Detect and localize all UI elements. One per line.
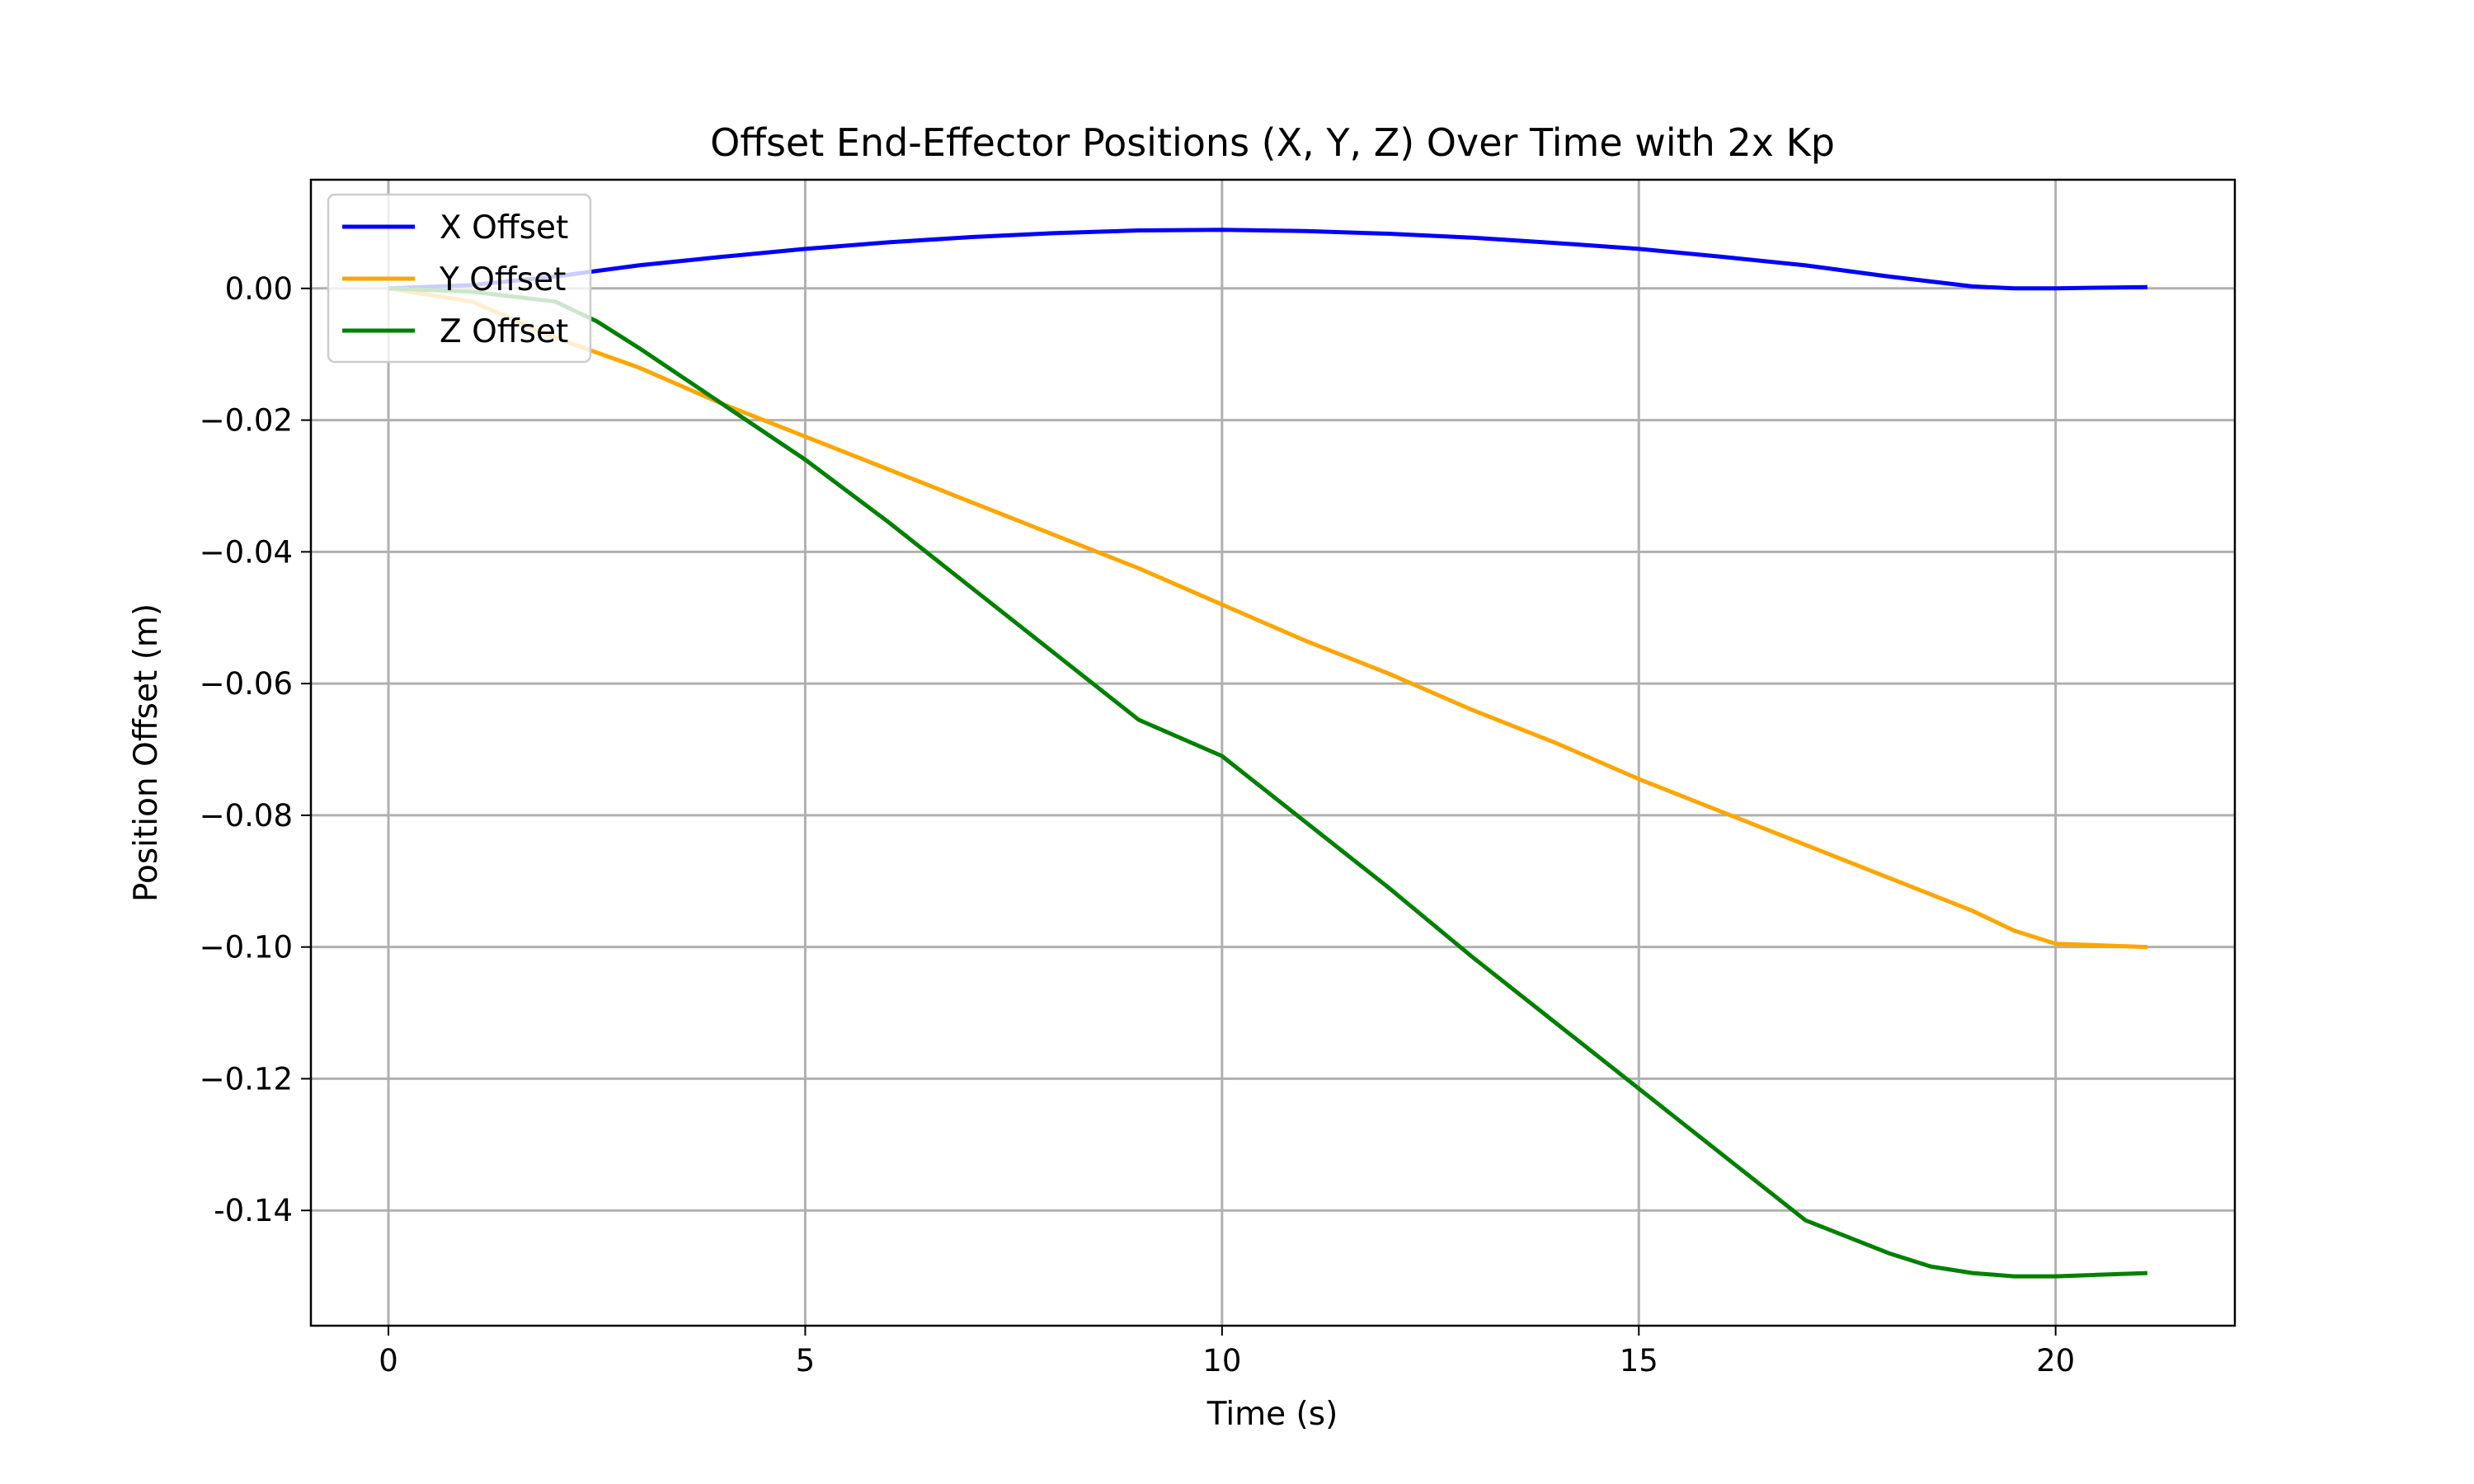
x-tick-label: 5 (796, 1343, 816, 1378)
y-tick-label: −0.02 (200, 403, 293, 439)
y-tick-label: −0.08 (200, 798, 293, 834)
y-tick-label: -0.14 (214, 1193, 293, 1228)
legend-label: X Offset (440, 209, 568, 247)
grid (311, 180, 2235, 1326)
x-tick-label: 10 (1202, 1343, 1241, 1378)
plot-frame (309, 178, 2236, 1327)
series-line-z-offset (388, 286, 2147, 1279)
legend-label: Y Offset (439, 261, 566, 298)
series-group (388, 228, 2147, 1279)
y-tick-label: −0.10 (200, 930, 293, 965)
x-axis-label: Time (s) (1206, 1396, 1338, 1433)
series-line-y-offset (388, 286, 2147, 950)
chart-title: Offset End-Effector Positions (X, Y, Z) … (710, 120, 1835, 165)
legend-label: Z Offset (440, 313, 568, 350)
legend: X Offset Y Offset Z Offset (327, 193, 592, 364)
y-axis-label: Position Offset (m) (128, 603, 165, 902)
x-tick-label: 0 (379, 1343, 398, 1378)
legend-box (327, 193, 592, 364)
series-line-x-offset (388, 228, 2147, 291)
y-tick-label: −0.12 (200, 1061, 293, 1097)
y-tick-label: −0.04 (200, 534, 293, 570)
y-tick-label: −0.06 (200, 666, 293, 702)
ticks: 0 5 10 15 20 0.00 −0.02 −0.04 −0.06 −0.08 −0.10 −0.… (200, 271, 2076, 1378)
y-tick-label: 0.00 (225, 271, 293, 307)
x-tick-label: 15 (1620, 1343, 1658, 1378)
x-tick-label: 20 (2036, 1343, 2075, 1378)
